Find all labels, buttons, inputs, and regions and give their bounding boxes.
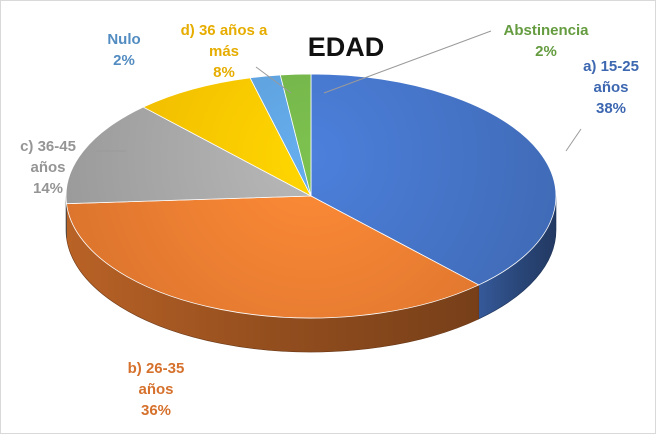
slice-label-line: años: [30, 159, 65, 176]
slice-label-abstinencia: Abstinencia 2%: [503, 22, 589, 60]
leader-line-d-36-anos-a-mas: [255, 66, 292, 94]
slice-label-line: c) 36-45: [20, 138, 76, 155]
slice-label-line: 2%: [535, 43, 557, 60]
pie-tops: [65, 73, 557, 319]
pie-slice-b-26-35-anos: [66, 195, 480, 319]
chart-title: EDAD: [308, 32, 385, 62]
slice-label-d-36-anos-a-mas: d) 36 años a más 8%: [181, 22, 268, 81]
leader-lines: [96, 30, 582, 152]
slice-label-line: 14%: [33, 180, 63, 197]
slice-label-line: 2%: [113, 52, 135, 69]
slice-labels: a) 15-25 años 38% b) 26-35 años 36% c) 36-45 añ…: [20, 22, 639, 419]
slice-label-b-26-35-anos: b) 26-35 años 36%: [128, 360, 185, 419]
slice-label-line: más: [209, 43, 239, 60]
slice-label-line: Abstinencia: [503, 22, 589, 39]
slice-label-line: b) 26-35: [128, 360, 185, 377]
slice-label-line: d) 36 años a: [181, 22, 268, 39]
pie-slice-abstinencia: [279, 73, 312, 197]
slice-label-line: años: [138, 381, 173, 398]
slice-label-line: 36%: [141, 402, 171, 419]
pie-slice-c-36-45-anos: [65, 106, 313, 205]
leader-line-abstinencia: [323, 30, 492, 94]
slice-label-line: Nulo: [107, 31, 140, 48]
slice-label-c-36-45-anos: c) 36-45 años 14%: [20, 138, 76, 197]
slice-label-line: años: [593, 79, 628, 96]
slice-label-a-15-25-anos: a) 15-25 años 38%: [583, 58, 639, 117]
slice-label-line: 8%: [213, 64, 235, 81]
leader-line-a-15-25-anos: [565, 128, 582, 152]
slice-label-nulo: Nulo 2%: [107, 31, 140, 69]
slice-label-line: 38%: [596, 100, 626, 117]
pie-slice-a-15-25-anos: [310, 73, 557, 286]
slice-label-line: a) 15-25: [583, 58, 639, 75]
pie-slice-d-36-anos-a-mas: [142, 77, 312, 197]
